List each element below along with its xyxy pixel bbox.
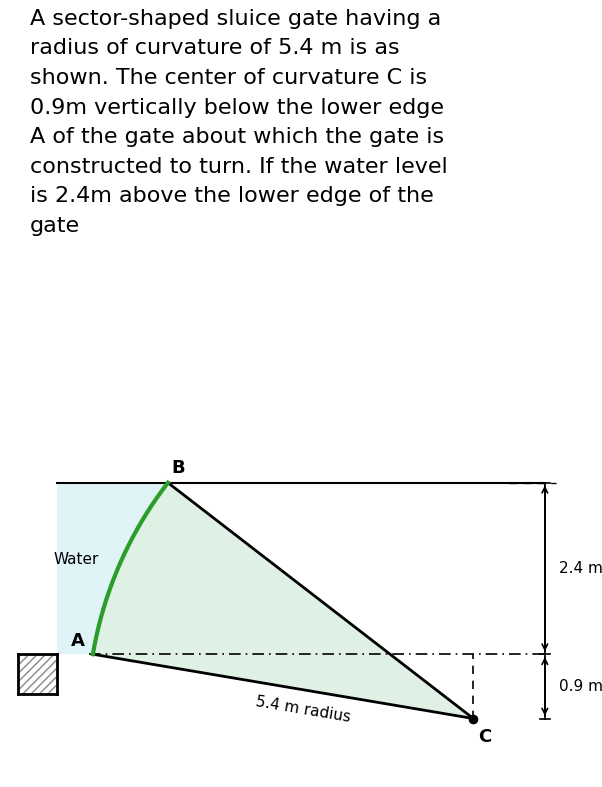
Text: 5.4 m radius: 5.4 m radius [255,694,352,725]
Text: C: C [479,728,492,746]
Text: B: B [172,459,185,477]
Text: A sector-shaped sluice gate having a
radius of curvature of 5.4 m is as
shown. T: A sector-shaped sluice gate having a rad… [29,9,447,236]
Bar [18,654,57,693]
Polygon shape [57,482,168,654]
Polygon shape [93,482,473,719]
Bar [18,654,57,693]
Text: Water: Water [54,552,99,567]
Text: 2.4 m: 2.4 m [559,561,602,576]
Text: A: A [70,632,84,650]
Text: 0.9 m: 0.9 m [559,679,602,694]
